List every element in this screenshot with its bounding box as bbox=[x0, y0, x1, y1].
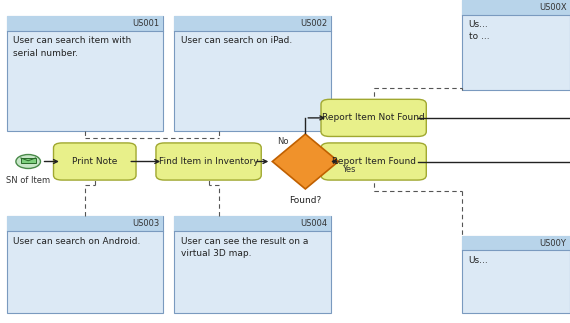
Text: US001: US001 bbox=[132, 19, 160, 28]
FancyBboxPatch shape bbox=[174, 216, 331, 231]
FancyBboxPatch shape bbox=[6, 16, 163, 131]
FancyBboxPatch shape bbox=[6, 216, 163, 313]
FancyBboxPatch shape bbox=[174, 16, 331, 31]
Text: Find Item in Inventory: Find Item in Inventory bbox=[159, 157, 258, 166]
Text: Us...
to ...: Us... to ... bbox=[469, 20, 489, 41]
Text: Yes: Yes bbox=[342, 165, 355, 174]
FancyBboxPatch shape bbox=[21, 158, 35, 163]
Text: Report Item Found: Report Item Found bbox=[332, 157, 416, 166]
FancyBboxPatch shape bbox=[174, 216, 331, 313]
Text: No: No bbox=[277, 137, 288, 146]
Text: User can see the result on a
virtual 3D map.: User can see the result on a virtual 3D … bbox=[181, 237, 308, 258]
Text: SN of Item: SN of Item bbox=[6, 176, 50, 184]
FancyBboxPatch shape bbox=[462, 0, 570, 15]
FancyBboxPatch shape bbox=[462, 236, 570, 250]
FancyBboxPatch shape bbox=[462, 0, 570, 90]
Text: US00Y: US00Y bbox=[540, 239, 567, 247]
Text: User can search item with
serial number.: User can search item with serial number. bbox=[13, 36, 132, 57]
Text: Us...: Us... bbox=[469, 256, 488, 265]
Text: US00X: US00X bbox=[539, 3, 567, 12]
Text: US004: US004 bbox=[300, 219, 328, 228]
Text: Print Note: Print Note bbox=[72, 157, 117, 166]
FancyBboxPatch shape bbox=[156, 143, 261, 180]
Text: Found?: Found? bbox=[289, 196, 321, 205]
Polygon shape bbox=[272, 134, 339, 189]
Circle shape bbox=[16, 154, 40, 169]
FancyBboxPatch shape bbox=[6, 16, 163, 31]
FancyBboxPatch shape bbox=[174, 16, 331, 131]
FancyBboxPatch shape bbox=[6, 216, 163, 231]
FancyBboxPatch shape bbox=[321, 99, 426, 137]
FancyBboxPatch shape bbox=[321, 143, 426, 180]
Text: Report Item Not Found: Report Item Not Found bbox=[322, 113, 425, 122]
Text: US002: US002 bbox=[300, 19, 328, 28]
FancyBboxPatch shape bbox=[462, 236, 570, 313]
FancyBboxPatch shape bbox=[54, 143, 136, 180]
Text: User can search on iPad.: User can search on iPad. bbox=[181, 36, 292, 46]
Text: User can search on Android.: User can search on Android. bbox=[13, 237, 141, 246]
Text: US003: US003 bbox=[132, 219, 160, 228]
